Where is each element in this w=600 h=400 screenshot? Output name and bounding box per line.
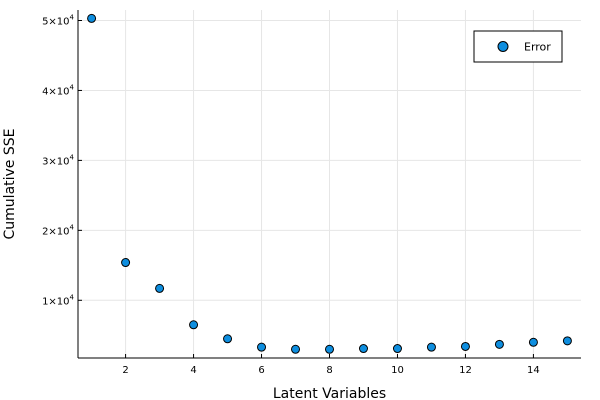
data-points [87,13,572,354]
data-point [528,337,538,347]
x-tick-label: 4 [190,365,196,376]
y-tick-label: 1×104 [42,293,74,307]
legend-marker [497,41,509,52]
data-point [87,13,97,23]
data-point [562,336,572,346]
grid [78,10,581,358]
data-point [223,334,233,344]
x-tick-label: 6 [258,365,264,376]
data-point [121,258,131,268]
y-tick-label: 3×104 [42,153,74,167]
legend: Error [473,30,563,63]
data-point [358,344,368,354]
data-point [155,283,165,293]
data-point [494,339,504,349]
data-point [325,344,334,354]
x-axis-label: Latent Variables [273,386,386,400]
axes [77,10,581,359]
data-point [257,342,267,352]
x-tick-label: 2 [122,365,128,376]
x-tick-label: 8 [326,365,332,376]
legend-label-error: Error [524,41,551,54]
x-tick-label: 12 [459,365,472,376]
data-point [460,341,470,351]
data-point [426,342,436,352]
data-point [392,344,402,354]
y-axis-label: Cumulative SSE [2,129,18,240]
legend-box [473,30,563,63]
y-tick-label: 4×104 [42,83,74,97]
y-tick-label: 2×104 [42,223,74,237]
tick-labels: 2 4 6 8 10 12 14 1×104 2×104 3×104 4×104 5×104 [42,13,540,376]
y-tick-label: 5×104 [42,13,74,27]
data-point [291,344,301,354]
x-tick-label: 14 [527,365,540,376]
data-point [189,320,199,330]
x-tick-label: 10 [391,365,404,376]
